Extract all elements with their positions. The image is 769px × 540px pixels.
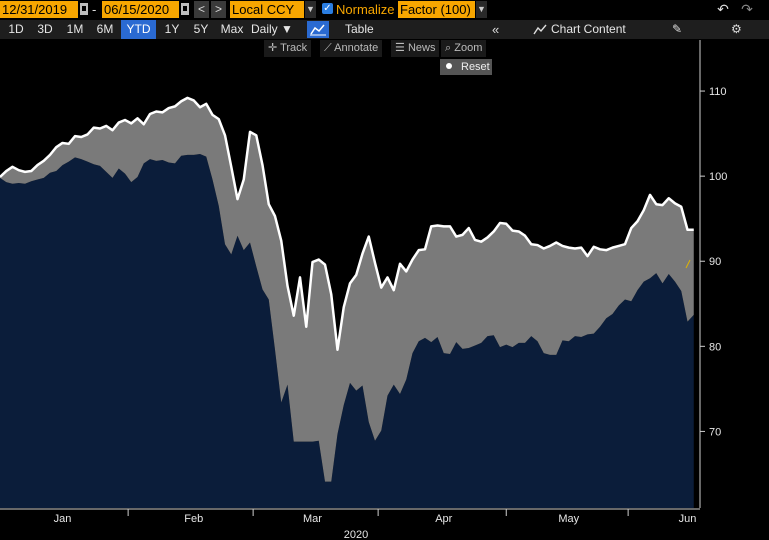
area-gap-band — [0, 97, 694, 482]
y-tick-label: 100 — [709, 171, 727, 183]
y-tick-label: 80 — [709, 341, 721, 353]
series-tail-marker — [685, 259, 691, 269]
series-upper-line — [0, 96, 694, 351]
end-date-field[interactable]: 06/15/2020 — [102, 1, 179, 18]
y-tick-label: 110 — [709, 86, 727, 98]
x-axis: Jan Feb Mar Apr May Jun 2020 — [0, 508, 700, 540]
x-tick-label: May — [558, 513, 579, 525]
news-button[interactable]: ☰ News — [391, 40, 440, 57]
range-1y[interactable]: 1Y — [164, 22, 180, 36]
gear-icon[interactable]: ⚙ — [731, 22, 742, 36]
range-max[interactable]: Max — [220, 22, 244, 36]
chart-content-button[interactable]: Chart Content — [551, 22, 626, 36]
reset-label: Reset — [461, 61, 490, 73]
line-chart-icon[interactable] — [307, 21, 329, 38]
collapse-icon[interactable]: « — [492, 22, 500, 37]
x-tick-label: Feb — [184, 513, 203, 525]
chevron-down-icon[interactable]: ▼ — [476, 1, 487, 18]
top-toolbar: 12/31/2019 - 06/15/2020 < > Local CCY ▼ … — [0, 0, 769, 20]
calendar-icon[interactable] — [80, 3, 88, 15]
chart: 70 80 90 100 110 Jan Feb Mar Apr May Jun 2020 — [0, 40, 727, 540]
news-icon: ☰ — [395, 42, 405, 54]
x-tick-label: Jan — [54, 513, 72, 525]
y-axis: 70 80 90 100 110 — [699, 40, 727, 508]
zoom-button[interactable]: ⌕ Zoom — [441, 40, 487, 57]
area-lower-series — [0, 154, 694, 508]
y-tick-label: 70 — [709, 426, 721, 438]
range-ytd[interactable]: YTD — [121, 20, 156, 39]
next-period-button[interactable]: > — [211, 1, 226, 18]
table-button[interactable]: Table — [345, 22, 374, 36]
calendar-icon[interactable] — [181, 3, 189, 15]
prev-period-button[interactable]: < — [194, 1, 209, 18]
date-separator: - — [92, 2, 97, 17]
range-1d[interactable]: 1D — [8, 22, 24, 36]
y-tick-label: 90 — [709, 256, 721, 268]
range-5y[interactable]: 5Y — [193, 22, 209, 36]
edit-icon[interactable]: ✎ — [672, 22, 683, 36]
chart-content-icon[interactable] — [533, 24, 547, 35]
annotate-label: Annotate — [334, 42, 379, 54]
chevron-down-icon[interactable]: ▼ — [305, 1, 316, 18]
crosshair-icon: ✛ — [268, 42, 278, 54]
factor-field[interactable]: Factor (100) — [398, 1, 475, 18]
undo-icon[interactable]: ↶ — [717, 1, 729, 17]
zoom-icon: ⌕ — [445, 42, 452, 54]
x-year-label: 2020 — [344, 529, 368, 540]
normalize-checkbox[interactable]: ✓ — [322, 3, 333, 14]
x-tick-label: Mar — [303, 513, 322, 525]
zoom-label: Zoom — [454, 42, 483, 54]
range-6m[interactable]: 6M — [96, 22, 114, 36]
range-1m[interactable]: 1M — [66, 22, 84, 36]
range-toolbar: 1D 3D 1M 6M YTD 1Y 5Y Max Daily ▼ Table … — [0, 20, 769, 39]
start-date-field[interactable]: 12/31/2019 — [0, 1, 78, 18]
frequency-dropdown[interactable]: Daily ▼ — [251, 22, 293, 36]
plot-area — [0, 96, 694, 508]
x-tick-label: Jun — [679, 513, 697, 525]
currency-field[interactable]: Local CCY — [230, 1, 304, 18]
range-3d[interactable]: 3D — [37, 22, 53, 36]
normalize-label[interactable]: Normalize — [336, 2, 395, 17]
track-label: Track — [280, 42, 308, 54]
reset-button[interactable]: Reset — [440, 59, 492, 75]
annotate-button[interactable]: ⟋ Annotate — [320, 40, 383, 57]
news-label: News — [407, 42, 436, 54]
redo-icon[interactable]: ↷ — [741, 1, 753, 17]
reset-icon — [446, 63, 452, 69]
track-button[interactable]: ✛ Track — [264, 40, 312, 57]
x-tick-label: Apr — [435, 513, 452, 525]
pen-icon: ⟋ — [324, 42, 332, 54]
